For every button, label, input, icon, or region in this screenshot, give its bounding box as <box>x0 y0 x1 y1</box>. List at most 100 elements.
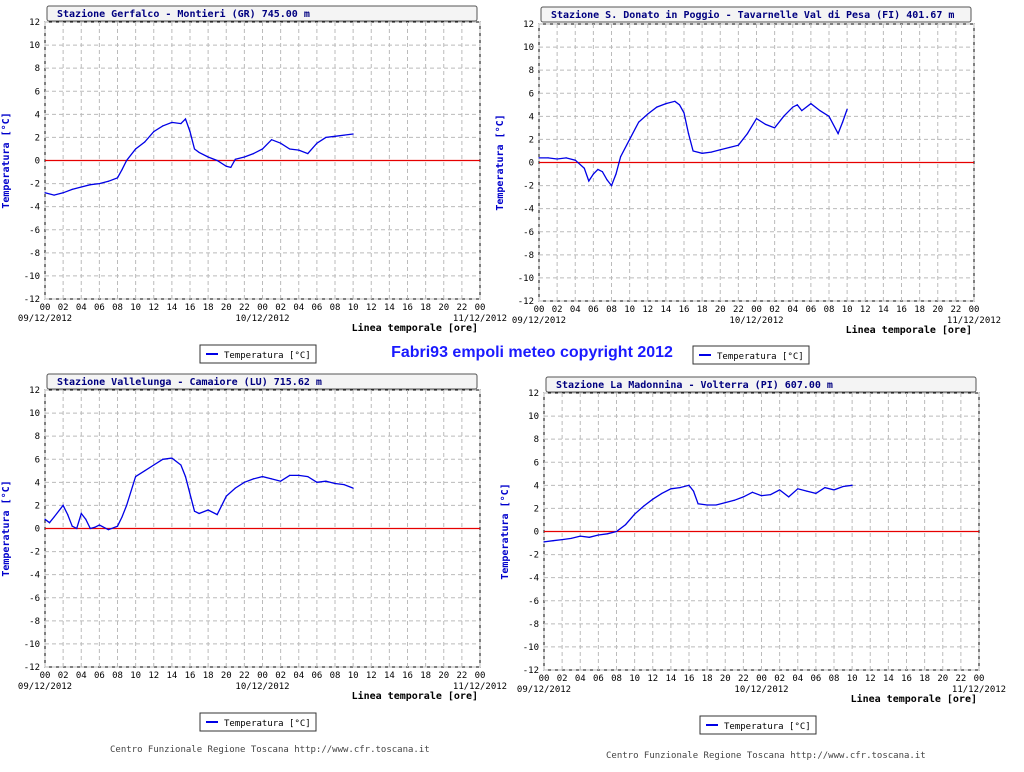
data-point <box>588 180 590 182</box>
y-tick-label: 12 <box>528 389 539 399</box>
date-label: 09/12/2012 <box>18 314 72 324</box>
data-point <box>697 503 699 505</box>
x-tick-label: 10 <box>624 305 635 315</box>
legend-box <box>692 345 810 365</box>
data-point <box>325 136 327 139</box>
x-tick-label: 00 <box>40 303 51 313</box>
x-tick-label: 10 <box>629 674 640 684</box>
y-tick-label: -8 <box>29 249 40 259</box>
data-point <box>701 152 703 154</box>
chart-title: Stazione La Madonnina - Volterra (PI) 60… <box>556 379 833 391</box>
x-axis-title: Linea temporale [ore] <box>352 690 478 702</box>
x-tick-label: 02 <box>275 303 286 313</box>
y-tick-label: -12 <box>24 663 40 673</box>
y-tick-label: 0 <box>35 157 40 167</box>
x-tick-label: 10 <box>130 303 141 313</box>
y-tick-label: 10 <box>528 412 539 422</box>
data-point <box>779 489 781 491</box>
y-tick-label: -6 <box>523 228 534 238</box>
data-point <box>98 182 100 185</box>
data-point <box>674 100 676 102</box>
x-tick-label: 22 <box>955 674 966 684</box>
x-tick-label: 00 <box>257 303 268 313</box>
x-tick-label: 12 <box>647 674 658 684</box>
y-tick-label: 4 <box>534 481 539 491</box>
x-tick-label: 14 <box>660 305 671 315</box>
y-tick-label: -4 <box>528 574 539 584</box>
data-point <box>76 527 78 530</box>
x-tick-label: 06 <box>311 303 322 313</box>
data-point <box>280 142 282 144</box>
x-tick-label: 02 <box>58 303 69 313</box>
data-point <box>216 159 218 162</box>
data-point <box>343 134 345 136</box>
data-point <box>715 504 717 506</box>
x-tick-label: 16 <box>896 305 907 315</box>
x-tick-label: 14 <box>883 674 894 684</box>
x-tick-label: 16 <box>684 674 695 684</box>
data-point <box>189 493 191 495</box>
x-tick-label: 20 <box>932 305 943 315</box>
y-tick-label: 8 <box>35 64 40 74</box>
x-tick-label: 08 <box>824 305 835 315</box>
y-tick-label: 2 <box>35 501 40 511</box>
data-point <box>62 504 64 507</box>
data-point <box>619 156 622 158</box>
x-tick-label: 22 <box>950 305 961 315</box>
data-point <box>574 159 576 161</box>
y-tick-label: -10 <box>24 272 40 282</box>
data-point <box>543 541 545 543</box>
x-tick-label: 04 <box>570 305 581 315</box>
data-point <box>207 156 209 158</box>
data-point <box>270 139 273 141</box>
data-point <box>225 165 227 167</box>
data-point <box>234 158 236 160</box>
x-tick-label: 04 <box>76 671 87 681</box>
x-tick-label: 18 <box>697 305 708 315</box>
legend-label: Temperatura [°C] <box>224 351 311 361</box>
data-point <box>624 523 627 526</box>
x-axis-title: Linea temporale [ore] <box>352 322 478 334</box>
data-point <box>44 192 46 194</box>
x-tick-label: 02 <box>557 674 568 684</box>
x-tick-label: 00 <box>969 305 980 315</box>
data-point <box>171 121 173 124</box>
chart-title: Stazione S. Donato in Poggio - Tavarnell… <box>551 9 954 21</box>
y-tick-label: 4 <box>35 110 40 120</box>
x-tick-label: 18 <box>203 671 214 681</box>
data-point <box>153 131 155 133</box>
x-tick-label: 00 <box>475 671 486 681</box>
chart-title-box <box>46 373 478 390</box>
data-point <box>629 138 631 141</box>
data-point <box>579 535 581 537</box>
x-tick-label: 18 <box>914 305 925 315</box>
data-point <box>316 481 318 483</box>
data-point <box>615 530 618 533</box>
x-tick-label: 12 <box>148 671 159 681</box>
data-point <box>719 149 721 151</box>
data-point <box>647 113 649 115</box>
x-tick-label: 20 <box>438 303 449 313</box>
date-label: 11/12/2012 <box>453 682 507 692</box>
x-tick-label: 20 <box>221 303 232 313</box>
data-point <box>788 496 790 498</box>
data-point <box>125 159 128 162</box>
series-line <box>543 484 853 543</box>
x-tick-label: 00 <box>974 674 985 684</box>
x-tick-label: 14 <box>166 303 177 313</box>
data-point <box>592 173 594 175</box>
y-axis-title: Temperatura [°C] <box>495 114 506 210</box>
data-point <box>570 537 572 540</box>
x-tick-label: 00 <box>257 671 268 681</box>
y-tick-label: 2 <box>35 133 40 143</box>
x-tick-label: 08 <box>606 305 617 315</box>
x-tick-label: 06 <box>94 671 105 681</box>
data-point <box>652 498 654 500</box>
data-point <box>846 108 848 111</box>
legend-box <box>199 712 317 732</box>
date-label: 10/12/2012 <box>729 316 783 326</box>
data-point <box>706 504 708 506</box>
data-point <box>774 127 776 129</box>
